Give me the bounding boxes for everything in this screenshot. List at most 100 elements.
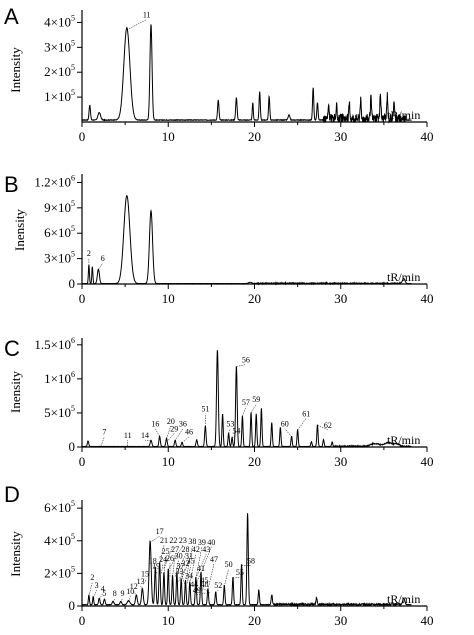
chromatogram-trace — [82, 24, 411, 122]
peak-label: 34 — [185, 571, 193, 580]
peak-leader-line — [242, 407, 245, 417]
x-tick-label: 20 — [248, 129, 261, 144]
x-tick-label: 0 — [79, 291, 86, 306]
peak-leader-line — [182, 437, 189, 443]
peak-leader-line — [298, 418, 307, 430]
peak-leader-line — [150, 536, 159, 542]
peak-leader-line — [98, 263, 102, 269]
peak-leader-line — [229, 429, 231, 434]
x-tick-label: 0 — [79, 613, 86, 628]
x-tick-label: 10 — [162, 129, 175, 144]
peak-label: 41 — [197, 564, 205, 573]
peak-label: 37 — [176, 561, 184, 570]
peak-label: 9 — [121, 589, 125, 598]
peak-label: 22 — [169, 536, 177, 545]
y-axis-label: Intensity — [8, 531, 23, 577]
x-tick-label: 40 — [421, 454, 434, 469]
chromatogram-trace — [82, 196, 411, 284]
peak-leader-line — [232, 435, 236, 438]
peak-label: 43 — [202, 545, 210, 554]
panel-letter: B — [4, 172, 19, 197]
x-tick-label: 40 — [421, 613, 434, 628]
peak-label: 50 — [225, 560, 233, 569]
peak-label: 54 — [232, 426, 240, 435]
peak-label: 17 — [156, 527, 164, 536]
peak-leader-line — [156, 570, 157, 573]
y-tick-label: 3×105 — [44, 38, 75, 54]
y-tick-label: 4×105 — [44, 13, 75, 29]
peak-label: 5 — [102, 589, 106, 598]
peak-leader-line — [89, 582, 92, 596]
peak-label: 58 — [247, 557, 255, 566]
y-tick-label: 2×105 — [44, 63, 75, 79]
peak-label: 16 — [151, 420, 159, 429]
panel-letter: C — [4, 336, 20, 361]
y-tick-label: 5×105 — [44, 404, 75, 420]
y-axis-label: Intensity — [8, 47, 23, 93]
y-tick-label: 6×105 — [44, 224, 75, 240]
x-tick-label: 30 — [334, 613, 347, 628]
x-tick-label: 40 — [421, 129, 434, 144]
peak-leader-line — [285, 429, 292, 437]
x-tick-label: 40 — [421, 291, 434, 306]
peak-leader-line — [168, 433, 174, 440]
y-axis-label: Inensity — [8, 371, 23, 413]
peak-leader-line — [208, 564, 214, 590]
peak-label: 61 — [302, 409, 310, 418]
peak-label: 52 — [214, 581, 222, 590]
x-tick-label: 0 — [79, 129, 86, 144]
y-axis-label: Inensity — [12, 209, 27, 251]
peak-leader-line — [145, 440, 151, 441]
peak-label: 14 — [141, 431, 149, 440]
peak-label: 7 — [102, 428, 106, 437]
y-tick-label: 1.2×106 — [34, 173, 75, 189]
x-tick-label: 20 — [248, 291, 261, 306]
x-tick-label: 10 — [162, 454, 175, 469]
x-tick-label: 10 — [162, 291, 175, 306]
peak-leader-line — [251, 404, 256, 413]
y-tick-label: 1×106 — [44, 370, 75, 386]
y-tick-label: 2×105 — [44, 564, 75, 580]
x-tick-label: 30 — [334, 129, 347, 144]
peak-label: 15 — [141, 570, 149, 579]
peak-leader-line — [127, 19, 147, 29]
peak-label: 26 — [166, 554, 174, 563]
peak-label: 60 — [281, 420, 289, 429]
y-tick-label: 0 — [69, 598, 76, 613]
y-tick-label: 1.5×106 — [34, 336, 75, 352]
y-tick-label: 0 — [69, 439, 76, 454]
peak-label: 8 — [113, 589, 117, 598]
peak-label: 51 — [201, 405, 209, 414]
peak-label: 49 — [193, 586, 201, 595]
peak-leader-line — [216, 590, 219, 593]
peak-label: 6 — [101, 254, 105, 263]
peak-label: 35 — [187, 557, 195, 566]
peak-leader-line — [145, 579, 146, 582]
peak-label: 56 — [242, 356, 250, 365]
peak-label: 46 — [185, 428, 193, 437]
peak-label: 21 — [160, 536, 168, 545]
peak-label: 23 — [179, 536, 187, 545]
peak-label: 11 — [124, 431, 132, 440]
peak-leader-line — [236, 365, 245, 367]
x-tick-label: 30 — [334, 291, 347, 306]
peak-label: 57 — [242, 398, 250, 407]
peak-label: 3 — [95, 581, 99, 590]
peak-label: 55 — [236, 568, 244, 577]
panel-letter: D — [4, 482, 20, 507]
y-tick-label: 6×105 — [44, 499, 75, 515]
peak-leader-line — [224, 569, 228, 587]
peak-label: 2 — [87, 249, 91, 258]
peak-leader-line — [93, 590, 96, 598]
peak-label: 11 — [143, 10, 151, 19]
peak-leader-line — [141, 586, 143, 590]
peak-label: 48 — [200, 580, 208, 589]
x-tick-label: 0 — [79, 454, 86, 469]
panel-letter: A — [4, 4, 19, 29]
x-axis-label: tR/min — [387, 270, 420, 284]
x-axis-label: tR/min — [387, 433, 420, 447]
peak-label: 62 — [324, 421, 332, 430]
